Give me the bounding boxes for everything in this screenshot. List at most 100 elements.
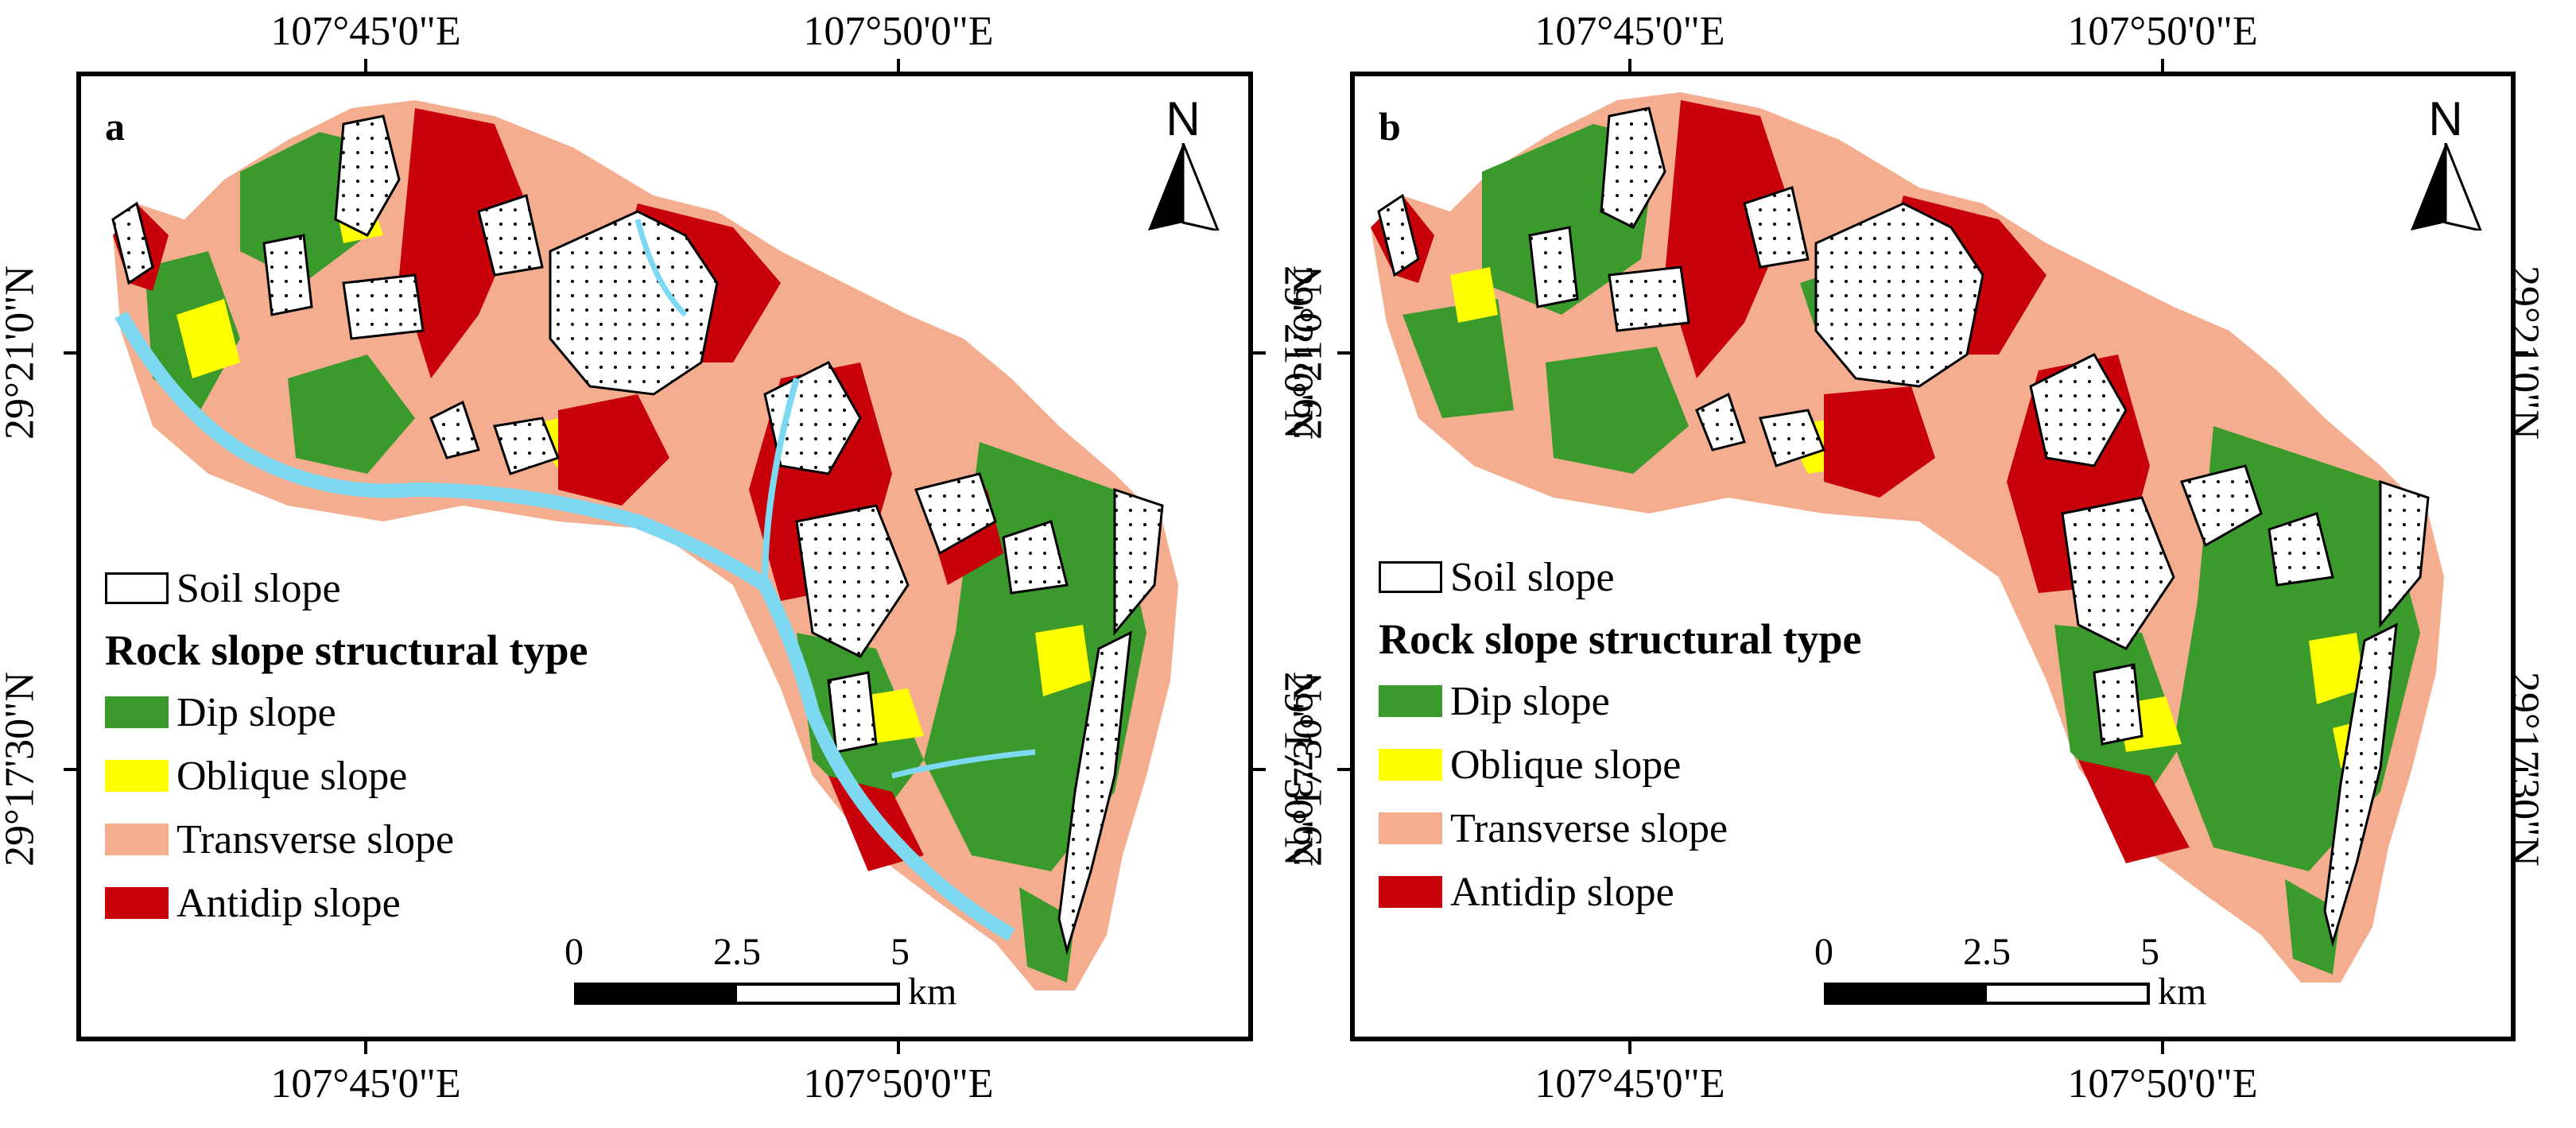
tick-left-b-north <box>1337 351 1350 355</box>
legend-item-transverse: Transverse slope <box>1379 797 1861 860</box>
oblique-zone-1 <box>177 299 240 378</box>
legend-swatch-transverse <box>105 824 169 855</box>
soil-slope-13 <box>493 417 560 475</box>
soil-slope-8 <box>795 504 910 658</box>
scale-bar: 0 2.5 5 km <box>1814 930 2206 1018</box>
lon-label-bottom-b-east: 107°50'0"E <box>2067 1061 2258 1107</box>
legend-swatch-antidip <box>105 887 169 919</box>
soil-slopes <box>111 114 1164 956</box>
legend-swatch-soil <box>1379 561 1442 593</box>
scale-bar-graphic <box>574 983 900 1005</box>
legend-item-oblique: Oblique slope <box>1379 733 1861 797</box>
tick-left-a-north <box>64 351 76 355</box>
tick-right-b-south <box>2516 768 2528 771</box>
river-tributary-2 <box>634 219 688 317</box>
panel-label: a <box>105 104 125 149</box>
tick-bottom-a-west <box>364 1041 367 1054</box>
lon-label-top-b-east: 107°50'0"E <box>2067 9 2258 54</box>
oblique-zone-3 <box>2309 633 2365 704</box>
soil-slope-12 <box>2093 663 2143 746</box>
legend-swatch-antidip <box>1379 876 1442 908</box>
soil-slope-14 <box>1695 392 1746 452</box>
legend-item-oblique: Oblique slope <box>105 744 588 808</box>
oblique-zone-1 <box>1450 267 1498 323</box>
soil-slope-1 <box>1814 202 1984 388</box>
lat-label-left-a-south: 29°17'30"N <box>0 672 43 866</box>
legend-label: Soil slope <box>1450 554 1615 600</box>
lon-label-top-a-west: 107°45'0"E <box>270 9 461 54</box>
scale-bar-graphic <box>1824 983 2150 1005</box>
soil-slope-8 <box>2061 496 2175 650</box>
north-arrow-icon <box>1148 142 1220 233</box>
legend-item-soil: Soil slope <box>105 556 588 620</box>
soil-slope-13 <box>1759 409 1825 467</box>
river-tributary-3 <box>891 749 1036 779</box>
legend-label: Transverse slope <box>1450 805 1728 851</box>
legend-item-dip: Dip slope <box>105 680 588 744</box>
tick-bottom-b-east <box>2161 1041 2164 1054</box>
north-label: N <box>1166 92 1201 145</box>
dip-zone-5 <box>288 355 415 474</box>
scale-bar: 0 2.5 5 km <box>564 930 956 1018</box>
legend-label: Oblique slope <box>177 753 408 799</box>
soil-slope-5 <box>1743 186 1810 269</box>
north-arrow: N <box>2407 95 2484 235</box>
scale-tick-5: 5 <box>890 931 910 973</box>
slope-map-a <box>111 100 1178 990</box>
tick-top-b-east <box>2161 59 2164 72</box>
map-panel-b: b N Soil slope Rock slope structural typ… <box>1350 72 2516 1041</box>
legend-label: Antidip slope <box>1450 869 1674 915</box>
soil-slope-12 <box>827 671 878 754</box>
soil-slope-1 <box>549 210 719 396</box>
legend-swatch-oblique <box>1379 749 1442 781</box>
map-panel-a: a N Soil slope Rock slope structural typ… <box>76 72 1253 1041</box>
tick-right-a <box>1253 351 1266 355</box>
legend: Soil slope Rock slope structural type Di… <box>1379 545 1861 924</box>
soil-slope-6 <box>111 201 154 285</box>
soil-slope-10 <box>2379 479 2430 629</box>
dip-zone-2 <box>1402 299 1514 418</box>
antidip-zone-1 <box>1665 100 1792 378</box>
legend-label: Antidip slope <box>177 880 401 926</box>
antidip-zone-4 <box>1824 386 1935 498</box>
scale-tick-2-5: 2.5 <box>1963 931 2011 973</box>
scale-tick-5: 5 <box>2140 931 2159 973</box>
tick-left-b-south <box>1337 768 1350 771</box>
tick-top-a-west <box>364 59 367 72</box>
soil-slope-15 <box>1002 520 1069 595</box>
soil-slope-6 <box>1377 193 1420 277</box>
soil-slope-3 <box>342 273 425 340</box>
soil-slope-3 <box>1608 266 1690 332</box>
soil-slope-14 <box>429 400 480 459</box>
tick-bottom-b-west <box>1628 1041 1631 1054</box>
tick-top-a-east <box>897 59 900 72</box>
soil-slope-9 <box>2180 464 2263 548</box>
legend-item-antidip: Antidip slope <box>105 871 588 935</box>
oblique-zone-3 <box>1035 625 1091 696</box>
tick-right-a-s <box>1253 768 1266 771</box>
tick-bottom-a-east <box>897 1041 900 1054</box>
tick-left-a-south <box>64 768 76 771</box>
lat-label-left-b-south: 29°17'30"N <box>1285 672 1331 866</box>
legend-label: Dip slope <box>177 689 336 735</box>
antidip-zone-5 <box>2078 760 2190 863</box>
legend-swatch-oblique <box>105 760 169 792</box>
river <box>114 311 1015 941</box>
scale-unit: km <box>908 971 957 1013</box>
north-arrow-icon <box>2411 142 2483 233</box>
lat-label-left-a-north: 29°21'0"N <box>0 266 43 440</box>
tick-top-b-west <box>1628 59 1631 72</box>
soil-slope-11 <box>1057 630 1132 956</box>
scale-tick-2-5: 2.5 <box>713 931 761 973</box>
scale-unit: km <box>2158 971 2207 1013</box>
legend-item-transverse: Transverse slope <box>105 808 588 871</box>
soil-slope-2 <box>334 114 401 237</box>
oblique-zone-4 <box>860 688 924 744</box>
antidip-zone-5 <box>558 394 669 506</box>
panel-label: b <box>1379 104 1401 149</box>
legend-item-dip: Dip slope <box>1379 669 1861 733</box>
legend-label: Dip slope <box>1450 678 1610 724</box>
soil-slope-7 <box>2029 353 2128 467</box>
legend-item-antidip: Antidip slope <box>1379 860 1861 924</box>
legend-swatch-dip <box>1379 685 1442 717</box>
